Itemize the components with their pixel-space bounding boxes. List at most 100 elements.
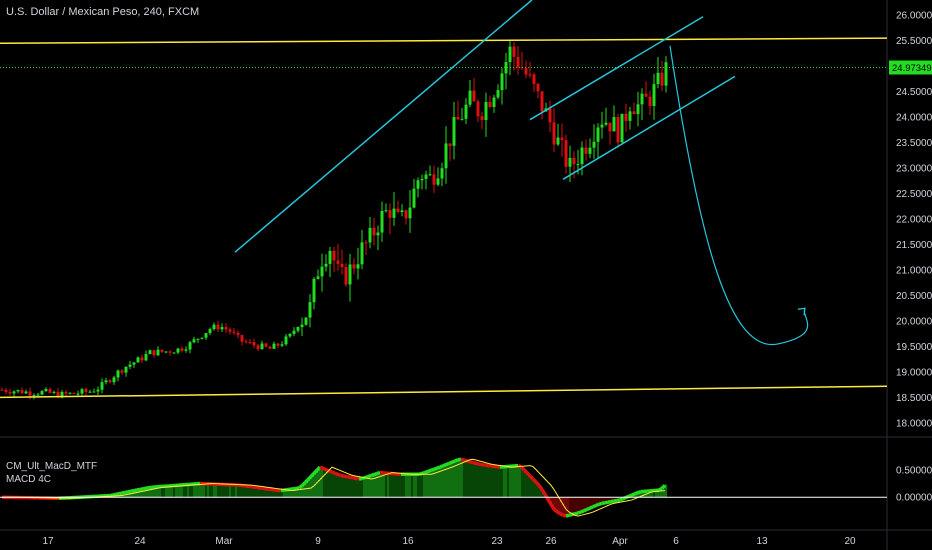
last-price-label: 24.97349 [892, 63, 932, 74]
macd-line-segment [115, 492, 120, 497]
candle-body [420, 178, 424, 181]
candle-body [116, 370, 120, 378]
candle-body [188, 342, 192, 350]
macd-line-segment [331, 470, 336, 475]
macd-line-segment [312, 469, 319, 475]
candle-body [336, 260, 340, 264]
macd-line-segment [142, 486, 147, 491]
macd-line-segment [300, 481, 307, 488]
candle-body [456, 116, 460, 120]
candle-body [596, 127, 600, 142]
price-tick-label: 22.50000 [896, 189, 932, 200]
macd-line-segment [448, 460, 453, 466]
candle-body [360, 242, 364, 265]
candle-body [636, 104, 640, 115]
candle-body [268, 346, 272, 349]
macd-line-segment [534, 480, 541, 487]
macd-signal-line [2, 458, 666, 517]
macd-line-segment [568, 512, 573, 518]
time-tick-label: 24 [134, 536, 146, 547]
price-tick-label: 21.00000 [896, 266, 932, 277]
candle-body [532, 74, 536, 84]
candle-body [508, 46, 512, 63]
candle-body [28, 391, 32, 396]
macd-line-segment [124, 490, 129, 495]
macd-line-segment [628, 493, 633, 498]
candle-body [216, 324, 220, 330]
candle-body [204, 333, 208, 338]
candle-body [632, 111, 636, 115]
macd-line-segment [595, 502, 600, 508]
candle-body [556, 137, 560, 145]
candle-body [284, 336, 288, 345]
macd-line-segment [577, 510, 582, 515]
price-tick-label: 20.00000 [896, 316, 932, 327]
macd-line-segment [522, 468, 529, 474]
macd-line-segment [565, 513, 570, 518]
macd-line-segment [475, 461, 480, 466]
macd-line-segment [376, 470, 381, 476]
candle-body [340, 263, 344, 268]
macd-line-segment [549, 503, 556, 511]
time-tick-label: 16 [402, 536, 414, 547]
price-tick-label: 22.00000 [896, 215, 932, 226]
candle-body [512, 46, 516, 57]
candle-body [128, 364, 132, 367]
candle-body [572, 157, 576, 165]
candle-body [0, 389, 4, 391]
candle-body [104, 380, 108, 383]
macd-line-segment [309, 472, 316, 478]
candle-body [176, 348, 180, 353]
candle-body [612, 117, 616, 132]
candle-body [88, 391, 92, 393]
candle-body [72, 392, 76, 394]
macd-line-segment [355, 476, 360, 481]
candle-body [4, 389, 8, 393]
macd-line-segment [610, 499, 615, 504]
macd-line-segment [136, 487, 141, 492]
macd-line-segment [436, 465, 441, 470]
macd-line-segment [604, 500, 609, 505]
candle-body [248, 342, 252, 344]
macd-line-segment [145, 485, 150, 490]
indicator-subtitle: MACD 4C [6, 474, 52, 485]
candle-body [428, 174, 432, 176]
macd-line-segment [559, 512, 564, 517]
macd-line-segment [637, 489, 642, 495]
candle-body [524, 68, 528, 75]
candle-body [616, 117, 620, 143]
macd-line-segment [139, 487, 144, 492]
candle-body [8, 392, 12, 394]
candle-body [580, 147, 584, 165]
candle-body [96, 389, 100, 392]
projection-arrowhead [797, 307, 806, 316]
candle-body [452, 116, 456, 146]
candle-body [540, 91, 544, 112]
trend-line [234, 0, 533, 253]
candle-body [344, 267, 348, 285]
candle-body [548, 108, 552, 123]
candle-body [432, 174, 436, 185]
macd-line-segment [349, 475, 354, 480]
candle-body [200, 337, 204, 339]
candle-body [232, 331, 236, 333]
candle-body [144, 354, 148, 361]
candle-body [156, 349, 160, 356]
macd-line-segment [546, 498, 553, 506]
candle-body [620, 113, 624, 143]
macd-line-segment [364, 474, 369, 480]
price-tick-label: 26.00000 [896, 11, 932, 22]
candle-body [108, 380, 112, 383]
candle-body [412, 188, 416, 208]
candle-body [488, 102, 492, 107]
candle-body [240, 335, 244, 342]
price-tick-label: 25.50000 [896, 36, 932, 47]
channel-upper-line [529, 16, 704, 121]
candle-body [260, 343, 264, 350]
candle-body [32, 395, 36, 397]
candle-body [436, 178, 440, 185]
candle-body [92, 391, 96, 393]
